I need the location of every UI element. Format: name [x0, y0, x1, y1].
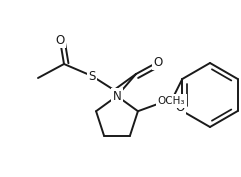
Text: O: O	[175, 101, 185, 114]
Text: S: S	[88, 70, 96, 82]
Text: N: N	[113, 90, 121, 102]
Text: O: O	[55, 33, 65, 47]
Text: OCH₃: OCH₃	[158, 96, 185, 106]
Text: O: O	[153, 56, 163, 68]
